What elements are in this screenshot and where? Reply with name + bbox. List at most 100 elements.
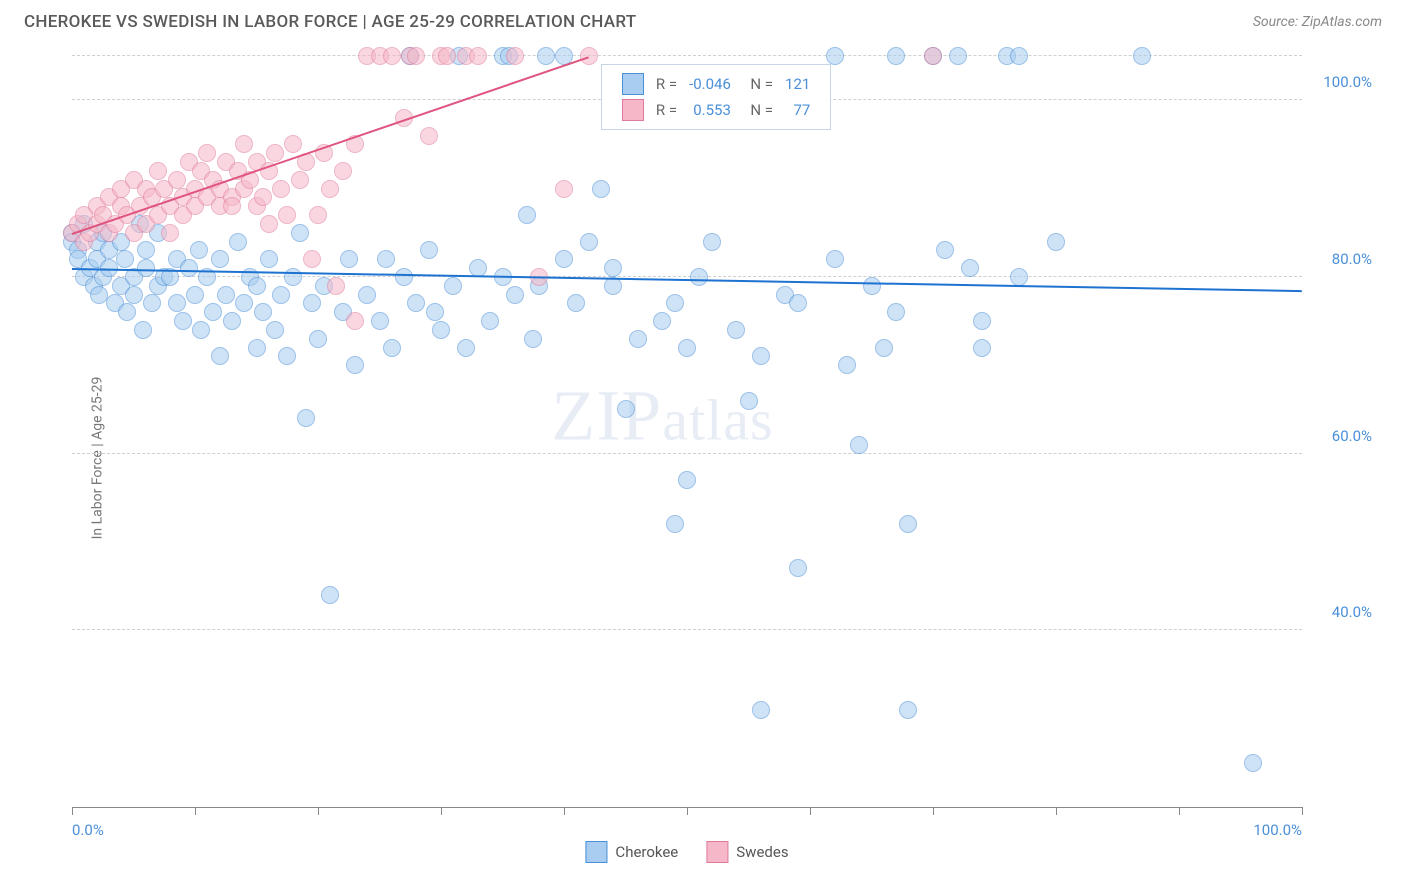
y-tick-label: 40.0% xyxy=(1312,603,1372,621)
x-tick xyxy=(687,807,688,815)
x-tick xyxy=(810,807,811,815)
cherokee-point xyxy=(143,294,161,312)
cherokee-point xyxy=(291,224,309,242)
cherokee-point xyxy=(137,259,155,277)
swedes-point xyxy=(924,47,942,65)
x-tick xyxy=(564,807,565,815)
cherokee-point xyxy=(617,400,635,418)
cherokee-point xyxy=(678,471,696,489)
cherokee-point xyxy=(678,339,696,357)
cherokee-point xyxy=(752,347,770,365)
cherokee-point xyxy=(432,321,450,339)
cherokee-point xyxy=(223,312,241,330)
series-legend: CherokeeSwedes xyxy=(585,841,788,863)
swedes-point xyxy=(168,171,186,189)
cherokee-point xyxy=(537,47,555,65)
cherokee-point xyxy=(377,250,395,268)
x-tick xyxy=(195,807,196,815)
watermark: ZIPatlas xyxy=(551,375,773,458)
cherokee-point xyxy=(826,250,844,268)
chart-title: CHEROKEE VS SWEDISH IN LABOR FORCE | AGE… xyxy=(24,12,636,32)
y-tick-label: 60.0% xyxy=(1312,427,1372,445)
swedes-n-value: 77 xyxy=(779,97,816,123)
cherokee-point xyxy=(580,233,598,251)
cherokee-point xyxy=(740,392,758,410)
cherokee-point xyxy=(887,47,905,65)
swedes-point xyxy=(260,215,278,233)
cherokee-point xyxy=(850,436,868,454)
swedes-point xyxy=(469,47,487,65)
swedes-point xyxy=(346,312,364,330)
cherokee-point xyxy=(555,250,573,268)
cherokee-point xyxy=(217,286,235,304)
chart-container: In Labor Force | Age 25-29 ZIPatlas 40.0… xyxy=(24,48,1382,868)
cherokee-point xyxy=(457,339,475,357)
cherokee-point xyxy=(371,312,389,330)
cherokee-point xyxy=(346,356,364,374)
x-tick xyxy=(1056,807,1057,815)
swedes-point xyxy=(235,135,253,153)
y-tick-label: 80.0% xyxy=(1312,250,1372,268)
cherokee-point xyxy=(518,206,536,224)
swedes-point xyxy=(407,47,425,65)
cherokee-point xyxy=(134,321,152,339)
cherokee-point xyxy=(863,277,881,295)
cherokee-point xyxy=(137,241,155,259)
cherokee-point xyxy=(949,47,967,65)
cherokee-point xyxy=(125,286,143,304)
cherokee-point xyxy=(592,180,610,198)
cherokee-point xyxy=(961,259,979,277)
cherokee-point xyxy=(321,586,339,604)
cherokee-point xyxy=(1047,233,1065,251)
r-label: R = xyxy=(650,97,683,123)
cherokee-point xyxy=(666,515,684,533)
swedes-point xyxy=(506,47,524,65)
x-tick xyxy=(318,807,319,815)
x-tick xyxy=(1302,807,1303,815)
cherokee-point xyxy=(358,286,376,304)
swedes-point xyxy=(223,197,241,215)
x-tick xyxy=(72,807,73,815)
cherokee-point xyxy=(481,312,499,330)
cherokee-point xyxy=(936,241,954,259)
cherokee-point xyxy=(1010,268,1028,286)
swedes-point xyxy=(383,47,401,65)
swedes-point xyxy=(149,162,167,180)
cherokee-point xyxy=(875,339,893,357)
cherokee-point xyxy=(524,330,542,348)
cherokee-point xyxy=(789,559,807,577)
swedes-trendline xyxy=(72,56,589,235)
cherokee-swatch xyxy=(622,73,644,95)
cherokee-n-value: 121 xyxy=(779,71,816,97)
legend-item-swedes: Swedes xyxy=(706,841,788,863)
cherokee-point xyxy=(260,250,278,268)
cherokee-point xyxy=(309,330,327,348)
cherokee-point xyxy=(838,356,856,374)
source-credit: Source: ZipAtlas.com xyxy=(1253,14,1382,30)
n-label: N = xyxy=(737,71,779,97)
gridline xyxy=(72,55,1302,56)
cherokee-point xyxy=(278,347,296,365)
swedes-legend-label: Swedes xyxy=(736,843,788,861)
swedes-point xyxy=(327,277,345,295)
swedes-point xyxy=(555,180,573,198)
cherokee-point xyxy=(248,339,266,357)
cherokee-point xyxy=(204,303,222,321)
swedes-swatch xyxy=(622,99,644,121)
swedes-point xyxy=(334,162,352,180)
gridline xyxy=(72,629,1302,630)
swedes-point xyxy=(278,206,296,224)
cherokee-point xyxy=(168,294,186,312)
swedes-legend-swatch xyxy=(706,841,728,863)
cherokee-point xyxy=(727,321,745,339)
cherokee-point xyxy=(629,330,647,348)
plot-area: ZIPatlas 40.0%60.0%80.0%100.0%0.0%100.0%… xyxy=(72,56,1302,808)
correlation-legend: R =-0.046 N =121R =0.553 N =77 xyxy=(601,64,831,130)
cherokee-legend-swatch xyxy=(585,841,607,863)
cherokee-point xyxy=(703,233,721,251)
cherokee-point xyxy=(235,294,253,312)
swedes-point xyxy=(272,180,290,198)
cherokee-point xyxy=(420,241,438,259)
cherokee-point xyxy=(407,294,425,312)
cherokee-point xyxy=(190,241,208,259)
